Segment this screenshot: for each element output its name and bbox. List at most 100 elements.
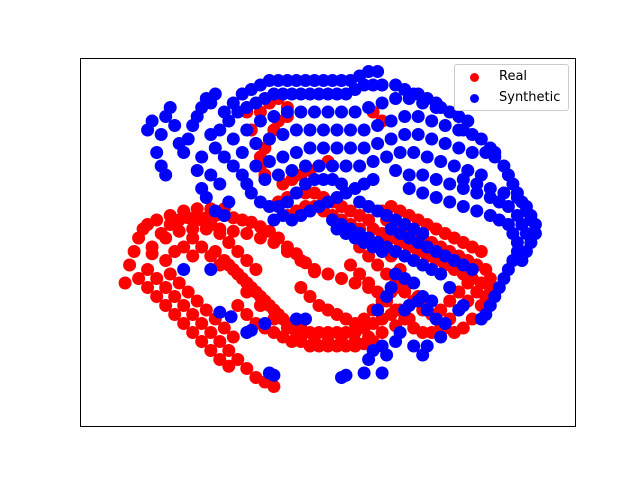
point-synthetic-92 bbox=[317, 141, 330, 155]
point-real-28 bbox=[222, 344, 236, 357]
point-synthetic-113 bbox=[380, 150, 394, 164]
point-real-267 bbox=[249, 263, 263, 276]
point-synthetic-177 bbox=[474, 132, 488, 146]
point-synthetic-304 bbox=[145, 114, 159, 128]
point-real-34 bbox=[145, 240, 159, 254]
point-synthetic-118 bbox=[447, 159, 461, 173]
point-real-13 bbox=[262, 224, 276, 238]
point-synthetic-101 bbox=[438, 137, 452, 150]
point-synthetic-290 bbox=[154, 128, 168, 141]
point-synthetic-136 bbox=[429, 191, 443, 204]
legend-entry-real: Real bbox=[455, 67, 568, 87]
point-synthetic-28 bbox=[303, 87, 317, 101]
point-real-42 bbox=[253, 231, 267, 245]
point-synthetic-83 bbox=[411, 110, 425, 123]
point-synthetic-114 bbox=[393, 146, 407, 159]
point-real-105 bbox=[335, 335, 348, 348]
point-synthetic-74 bbox=[289, 123, 303, 137]
point-synthetic-139 bbox=[470, 204, 484, 218]
point-synthetic-105 bbox=[271, 168, 285, 182]
point-synthetic-84 bbox=[425, 114, 439, 128]
point-synthetic-75 bbox=[303, 123, 317, 137]
point-real-107 bbox=[362, 330, 376, 344]
point-real-265 bbox=[231, 245, 245, 258]
point-synthetic-266 bbox=[375, 339, 389, 353]
point-synthetic-87 bbox=[249, 159, 263, 173]
point-real-26 bbox=[204, 326, 218, 339]
point-synthetic-73 bbox=[276, 128, 290, 141]
point-real-224 bbox=[123, 258, 137, 272]
point-synthetic-197 bbox=[213, 177, 227, 191]
point-synthetic-45 bbox=[262, 200, 276, 213]
point-synthetic-7 bbox=[280, 74, 294, 87]
point-synthetic-63 bbox=[348, 105, 362, 119]
point-synthetic-81 bbox=[384, 114, 398, 128]
point-synthetic-261 bbox=[357, 366, 371, 380]
point-synthetic-13 bbox=[335, 74, 348, 87]
point-real-57 bbox=[186, 326, 200, 339]
point-real-164 bbox=[483, 272, 497, 285]
point-real-45 bbox=[294, 254, 308, 267]
point-synthetic-29 bbox=[312, 87, 326, 101]
point-synthetic-156 bbox=[483, 182, 497, 195]
point-synthetic-264 bbox=[375, 366, 389, 380]
point-real-29 bbox=[231, 353, 245, 366]
point-synthetic-58 bbox=[280, 105, 294, 119]
point-real-56 bbox=[177, 317, 191, 330]
point-synthetic-130 bbox=[501, 200, 515, 213]
point-synthetic-95 bbox=[357, 141, 371, 155]
point-real-23 bbox=[177, 299, 191, 312]
point-synthetic-134 bbox=[402, 182, 416, 195]
point-real-225 bbox=[127, 245, 141, 258]
point-real-236 bbox=[303, 290, 317, 303]
point-real-230 bbox=[163, 209, 177, 222]
point-real-273 bbox=[172, 276, 186, 290]
point-real-30 bbox=[240, 362, 254, 375]
point-real-44 bbox=[280, 245, 294, 258]
point-real-182 bbox=[299, 186, 312, 200]
point-synthetic-223 bbox=[434, 267, 448, 281]
point-synthetic-17 bbox=[371, 65, 385, 78]
point-synthetic-38 bbox=[208, 141, 222, 155]
point-synthetic-183 bbox=[461, 114, 475, 128]
point-real-40 bbox=[226, 224, 240, 238]
point-synthetic-31 bbox=[330, 87, 344, 101]
point-synthetic-292 bbox=[163, 101, 177, 114]
point-real-117 bbox=[398, 312, 412, 326]
point-synthetic-174 bbox=[524, 213, 538, 227]
point-synthetic-196 bbox=[222, 195, 236, 209]
point-synthetic-273 bbox=[407, 276, 421, 290]
point-real-46 bbox=[308, 263, 321, 276]
point-real-104 bbox=[321, 335, 335, 348]
point-synthetic-103 bbox=[465, 146, 479, 159]
point-synthetic-9 bbox=[299, 74, 312, 87]
point-synthetic-61 bbox=[321, 105, 335, 119]
point-real-99 bbox=[253, 299, 267, 312]
point-real-232 bbox=[190, 202, 204, 216]
point-real-274 bbox=[181, 285, 195, 299]
point-synthetic-295 bbox=[177, 146, 191, 159]
point-synthetic-247 bbox=[416, 227, 430, 240]
point-real-275 bbox=[190, 294, 204, 308]
point-synthetic-96 bbox=[371, 137, 385, 150]
point-synthetic-165 bbox=[515, 254, 529, 267]
point-real-41 bbox=[240, 227, 254, 240]
point-synthetic-94 bbox=[344, 141, 357, 155]
point-real-35 bbox=[159, 231, 173, 245]
point-synthetic-282 bbox=[407, 339, 421, 353]
point-real-116 bbox=[389, 303, 403, 317]
point-real-229 bbox=[150, 213, 164, 227]
point-synthetic-258 bbox=[299, 312, 312, 326]
point-synthetic-288 bbox=[380, 290, 394, 303]
point-synthetic-239 bbox=[465, 263, 479, 276]
point-real-250 bbox=[235, 272, 249, 285]
point-synthetic-55 bbox=[240, 123, 254, 137]
point-real-257 bbox=[186, 231, 200, 245]
point-synthetic-122 bbox=[402, 168, 416, 182]
point-real-272 bbox=[163, 267, 177, 281]
point-real-258 bbox=[195, 240, 209, 254]
point-real-249 bbox=[226, 263, 240, 276]
point-synthetic-43 bbox=[244, 186, 258, 200]
series-synthetic bbox=[141, 65, 542, 384]
